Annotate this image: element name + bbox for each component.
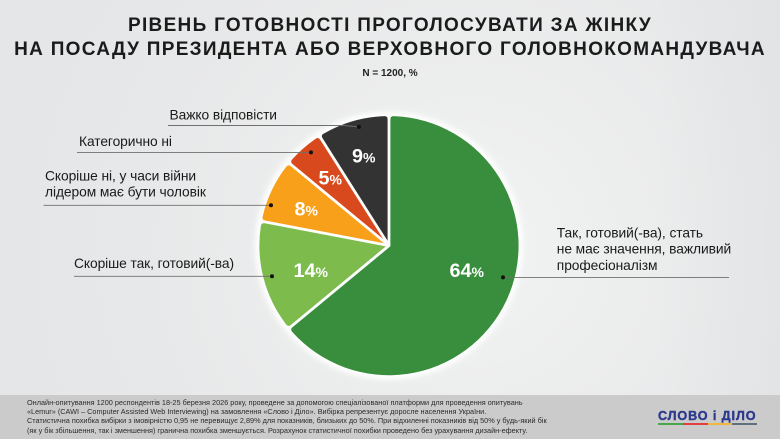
svg-text:5%: 5% xyxy=(319,167,343,189)
svg-text:Скоріше ні, у часи війни: Скоріше ні, у часи війни xyxy=(45,168,196,183)
svg-text:64%: 64% xyxy=(450,260,485,282)
svg-text:Скоріше так, готовий(-ва): Скоріше так, готовий(-ва) xyxy=(74,256,234,271)
svg-text:14%: 14% xyxy=(294,260,329,282)
svg-text:професіоналізм: професіоналізм xyxy=(557,258,658,273)
svg-text:Важко відповісти: Важко відповісти xyxy=(170,108,277,123)
svg-text:9%: 9% xyxy=(352,145,376,167)
svg-text:лідером має бути чоловік: лідером має бути чоловік xyxy=(45,184,207,199)
svg-text:8%: 8% xyxy=(295,198,319,220)
svg-text:Так, готовий(-ва), стать: Так, готовий(-ва), стать xyxy=(557,225,703,240)
svg-text:Категорично ні: Категорично ні xyxy=(79,134,172,149)
svg-text:не має значення, важливий: не має значення, важливий xyxy=(557,242,731,257)
